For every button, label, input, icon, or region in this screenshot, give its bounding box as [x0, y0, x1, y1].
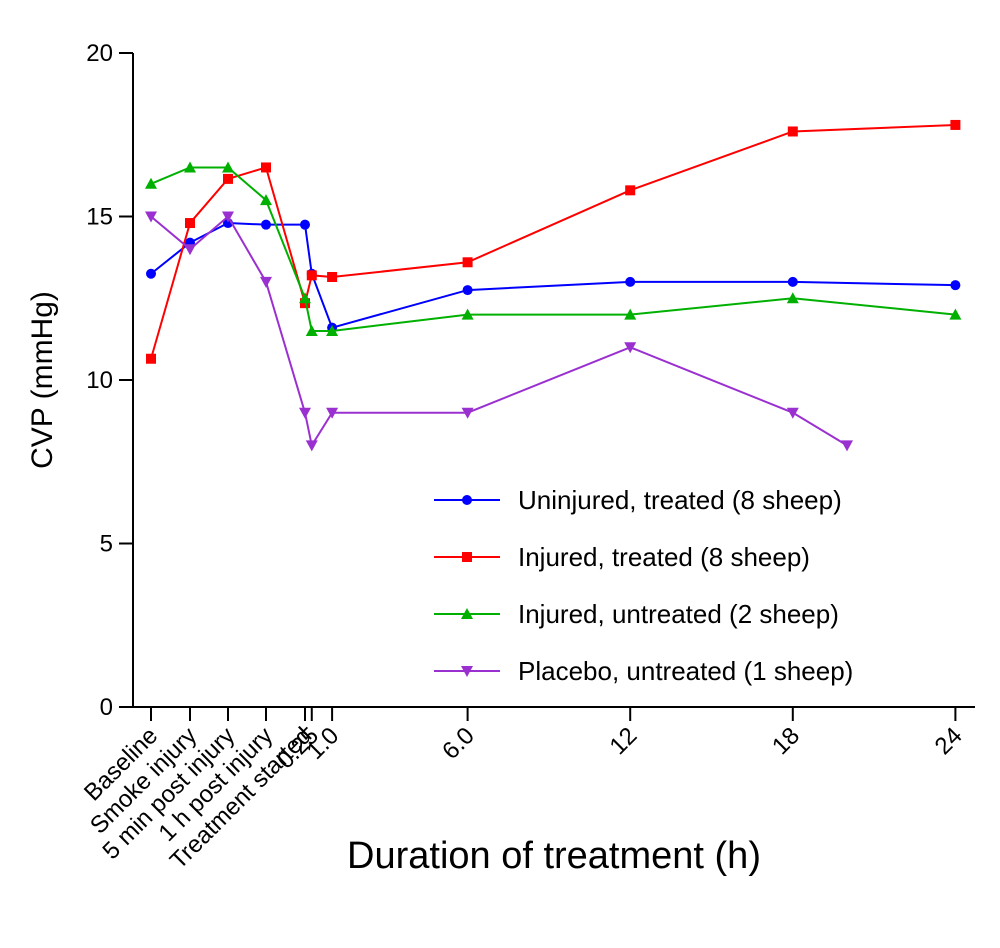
series-2: [146, 119, 961, 364]
data-point: [222, 211, 234, 223]
data-point: [300, 219, 310, 230]
y-tick-label: 20: [86, 40, 113, 67]
data-point: [184, 244, 196, 256]
y-tick-label: 10: [86, 367, 113, 394]
data-point: [949, 308, 962, 320]
data-point: [625, 276, 636, 287]
data-point: [786, 292, 799, 304]
x-tick-label: 6.0: [437, 722, 480, 765]
series-4: [145, 211, 853, 452]
data-point: [261, 162, 271, 173]
legend-entry: Placebo, untreated (1 sheep): [434, 656, 853, 686]
data-point: [306, 270, 317, 281]
y-tick-label: 5: [100, 531, 113, 558]
data-point: [260, 276, 272, 288]
data-point: [461, 308, 474, 320]
y-tick-label: 0: [100, 694, 113, 721]
legend-label: Uninjured, treated (8 sheep): [518, 485, 842, 515]
data-point: [326, 407, 339, 419]
series-line: [150, 123, 956, 360]
data-point: [299, 407, 311, 419]
data-point: [787, 126, 798, 137]
data-point: [185, 218, 195, 229]
data-point: [145, 211, 157, 223]
data-point: [305, 324, 318, 336]
series-line: [150, 166, 956, 332]
data-point: [624, 308, 637, 320]
legend-entry: Injured, untreated (2 sheep): [434, 599, 839, 629]
series-3: [145, 161, 962, 336]
series-line: [150, 214, 848, 449]
data-point: [326, 324, 339, 336]
legend-entry: Injured, treated (8 sheep): [434, 542, 810, 572]
y-axis-title: CVP (mmHg): [26, 291, 59, 469]
data-point: [223, 173, 233, 184]
data-point: [327, 271, 338, 282]
data-point: [461, 407, 474, 419]
legend-marker: [462, 552, 472, 562]
data-point: [950, 119, 961, 130]
data-point: [305, 440, 318, 452]
x-tick-label: 24: [930, 722, 968, 760]
data-point: [462, 285, 473, 296]
legend-label: Injured, untreated (2 sheep): [518, 599, 839, 629]
legend-marker: [462, 495, 472, 505]
legend: Uninjured, treated (8 sheep) Injured, tre…: [434, 485, 853, 686]
data-point: [222, 161, 234, 173]
data-point: [625, 185, 636, 196]
series-line: [150, 222, 956, 329]
legend-entry: Uninjured, treated (8 sheep): [434, 485, 842, 515]
x-tick-label: 18: [767, 722, 805, 760]
legend-marker: [461, 608, 473, 619]
data-point: [787, 276, 798, 287]
data-point: [146, 268, 156, 279]
x-axis-title: Duration of treatment (h): [347, 835, 761, 877]
data-point: [184, 161, 196, 173]
data-point: [145, 177, 157, 189]
data-point: [786, 407, 799, 419]
series-layer: [145, 119, 962, 452]
data-point: [146, 353, 156, 364]
data-point: [950, 280, 961, 291]
y-tick-label: 15: [86, 204, 113, 231]
data-point: [841, 440, 853, 452]
legend-marker: [461, 666, 473, 677]
data-point: [299, 292, 311, 304]
data-point: [462, 257, 473, 268]
data-point: [624, 342, 637, 354]
legend-label: Placebo, untreated (1 sheep): [518, 656, 853, 686]
data-point: [260, 194, 272, 206]
x-tick-label: 12: [604, 722, 642, 760]
data-point: [261, 219, 271, 230]
legend-label: Injured, treated (8 sheep): [518, 542, 810, 572]
